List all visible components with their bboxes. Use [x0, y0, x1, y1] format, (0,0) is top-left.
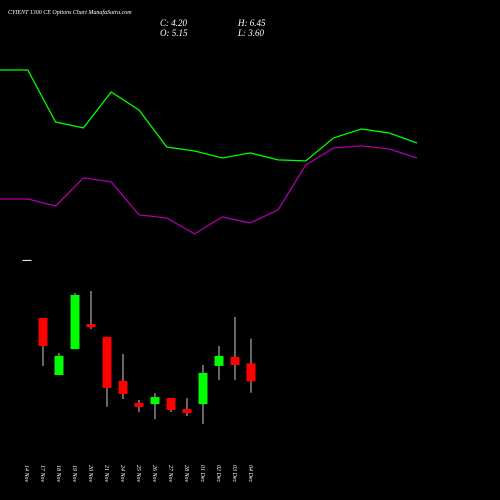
x-tick-label: 14 Nov: [23, 465, 30, 483]
candle-body: [70, 295, 80, 350]
candle-body: [198, 372, 208, 405]
candle-body: [246, 363, 256, 382]
candle-body: [86, 324, 96, 328]
x-tick-label: 21 Nov: [103, 465, 109, 483]
high-label: H: 6.45: [237, 18, 266, 28]
low-label: L: 3.60: [237, 28, 265, 38]
line: [0, 145, 418, 235]
candle-body: [166, 398, 176, 410]
x-tick-label: 24 Nov: [119, 465, 126, 483]
x-tick-label: 17 Nov: [39, 465, 45, 483]
x-tick-label: 20 Nov: [87, 465, 93, 483]
open-label: O: 5.15: [160, 28, 188, 38]
x-tick-label: 28 Nov: [183, 465, 189, 483]
candle-body: [182, 409, 192, 414]
candle-body: [102, 336, 112, 388]
x-tick-label: 19 Nov: [71, 465, 77, 483]
candle-body: [134, 402, 144, 407]
candle-body: [38, 317, 48, 347]
candle-body: [118, 380, 128, 395]
candle-body: [214, 355, 224, 366]
x-tick-label: 03 Dec: [231, 465, 237, 482]
line: [0, 69, 418, 162]
x-tick-label: 02 Dec: [215, 465, 221, 482]
x-tick-label: 25 Nov: [135, 465, 141, 483]
x-tick-label: 27 Nov: [167, 465, 173, 483]
candle-body: [230, 357, 240, 366]
x-tick-label: 01 Dec: [199, 465, 205, 482]
candle-body: [54, 355, 64, 376]
x-tick-label: 26 Nov: [151, 465, 157, 483]
candle-body: [22, 259, 32, 261]
candle-body: [150, 397, 160, 405]
x-tick-label: 18 Nov: [55, 465, 61, 483]
chart-title: CYIENT 1300 CE Options Chart MunafaSutra…: [8, 9, 132, 16]
x-tick-label: 04 Dec: [247, 465, 254, 482]
close-label: C: 4.20: [160, 18, 188, 28]
